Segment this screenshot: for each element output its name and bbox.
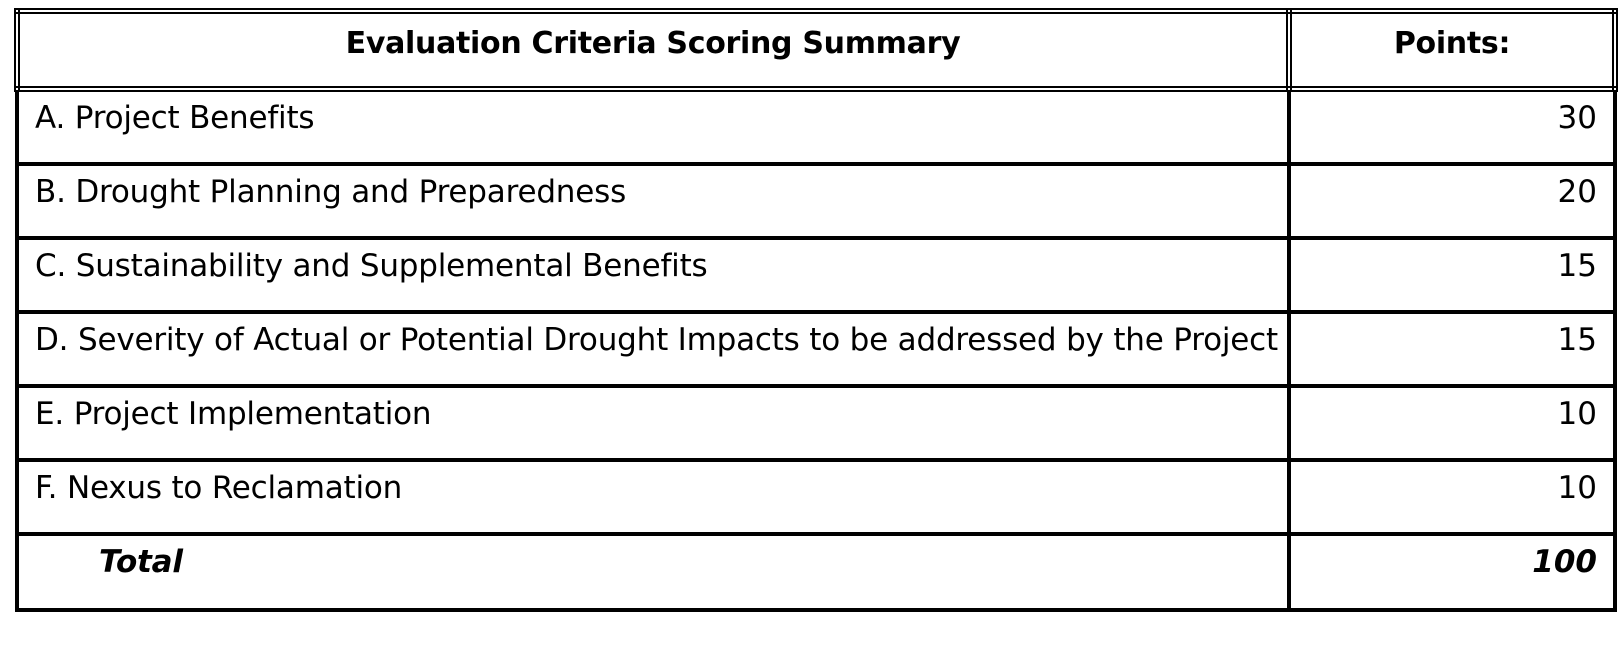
table-row: A. Project Benefits 30: [15, 87, 1617, 166]
points-value: 10: [1557, 396, 1597, 432]
table-row: F. Nexus to Reclamation 10: [15, 458, 1617, 536]
table-row: D. Severity of Actual or Potential Droug…: [15, 310, 1617, 388]
points-cell: 10: [1287, 384, 1617, 462]
points-value: 15: [1557, 248, 1597, 284]
total-points-cell: 100: [1287, 532, 1617, 612]
criteria-label: A. Project Benefits: [35, 100, 315, 136]
table-header: Evaluation Criteria Scoring Summary Poin…: [14, 8, 1618, 92]
total-label-cell: Total: [15, 532, 1291, 612]
table-row: E. Project Implementation 10: [15, 384, 1617, 462]
table-body: A. Project Benefits 30 B. Drought Planni…: [15, 87, 1617, 612]
scoring-summary-table: Evaluation Criteria Scoring Summary Poin…: [14, 8, 1618, 612]
points-cell: 15: [1287, 236, 1617, 314]
table-row: B. Drought Planning and Preparedness 20: [15, 162, 1617, 240]
criteria-label: C. Sustainability and Supplemental Benef…: [35, 248, 708, 284]
criteria-cell: F. Nexus to Reclamation: [15, 458, 1291, 536]
points-cell: 20: [1287, 162, 1617, 240]
criteria-cell: C. Sustainability and Supplemental Benef…: [15, 236, 1291, 314]
points-column-header: Points:: [1286, 8, 1618, 92]
points-value: 20: [1557, 174, 1597, 210]
points-cell: 15: [1287, 310, 1617, 388]
criteria-cell: A. Project Benefits: [15, 87, 1291, 166]
criteria-label: B. Drought Planning and Preparedness: [35, 174, 627, 210]
points-cell: 30: [1287, 87, 1617, 166]
criteria-column-header: Evaluation Criteria Scoring Summary: [14, 8, 1292, 92]
scoring-summary-table-container: Evaluation Criteria Scoring Summary Poin…: [14, 8, 1618, 612]
criteria-cell: E. Project Implementation: [15, 384, 1291, 462]
points-cell: 10: [1287, 458, 1617, 536]
points-value: 15: [1557, 322, 1597, 358]
criteria-label: E. Project Implementation: [35, 396, 432, 432]
points-value: 10: [1557, 470, 1597, 506]
points-value: 30: [1557, 100, 1597, 136]
header-row: Evaluation Criteria Scoring Summary Poin…: [14, 8, 1618, 92]
table-row: C. Sustainability and Supplemental Benef…: [15, 236, 1617, 314]
total-row: Total 100: [15, 532, 1617, 612]
criteria-label: F. Nexus to Reclamation: [35, 470, 403, 506]
criteria-label: D. Severity of Actual or Potential Droug…: [35, 322, 1278, 358]
criteria-cell: D. Severity of Actual or Potential Droug…: [15, 310, 1291, 388]
criteria-cell: B. Drought Planning and Preparedness: [15, 162, 1291, 240]
total-label: Total: [99, 544, 183, 580]
total-points-value: 100: [1532, 544, 1597, 580]
